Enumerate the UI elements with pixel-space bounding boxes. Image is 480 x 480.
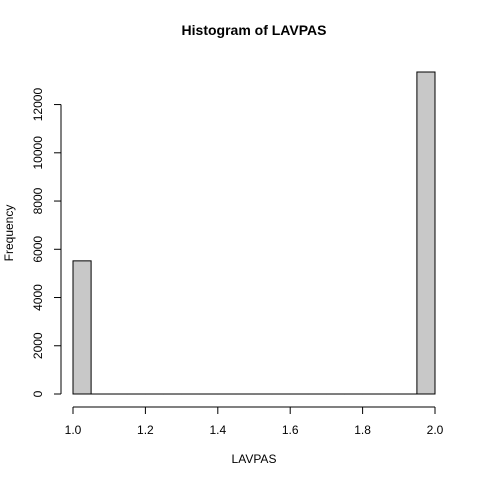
x-tick-label-1: 1.2: [137, 423, 154, 437]
x-tick-label-5: 2.0: [427, 423, 444, 437]
y-tick-label-5: 10000: [31, 136, 45, 170]
x-tick-label-2: 1.4: [209, 423, 226, 437]
histogram-bar-0: [72, 260, 92, 395]
histogram-bar-19: [416, 71, 436, 395]
x-tick-label-0: 1.0: [65, 423, 82, 437]
y-tick-label-0: 0: [31, 390, 45, 397]
y-tick-label-4: 8000: [31, 187, 45, 214]
histogram-bars: [72, 71, 436, 395]
x-axis-label: LAVPAS: [232, 452, 277, 466]
y-axis: 0 2000 4000 6000 8000 10000 12000: [31, 88, 62, 397]
y-tick-label-1: 2000: [31, 332, 45, 359]
y-tick-label-2: 4000: [31, 284, 45, 311]
x-tick-label-4: 1.8: [354, 423, 371, 437]
y-tick-label-3: 6000: [31, 236, 45, 263]
y-axis-label: Frequency: [2, 205, 16, 262]
chart-title: Histogram of LAVPAS: [182, 22, 327, 38]
y-tick-label-6: 12000: [31, 88, 45, 122]
x-axis: 1.0 1.2 1.4 1.6 1.8 2.0: [65, 406, 444, 437]
x-tick-label-3: 1.6: [282, 423, 299, 437]
